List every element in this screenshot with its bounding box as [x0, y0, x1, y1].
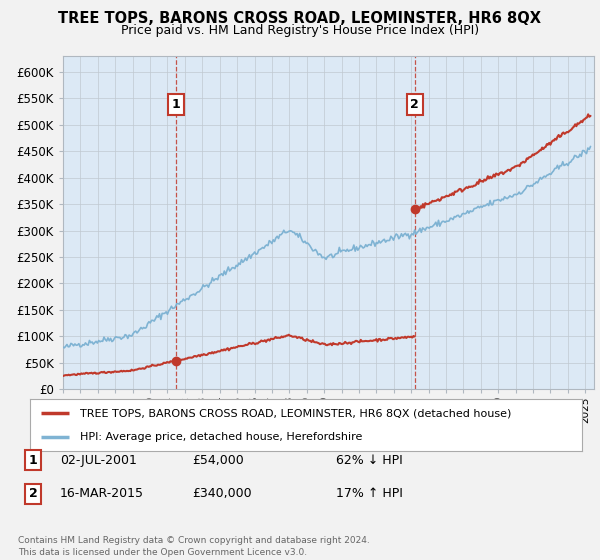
- Text: 2: 2: [410, 98, 419, 111]
- Text: TREE TOPS, BARONS CROSS ROAD, LEOMINSTER, HR6 8QX: TREE TOPS, BARONS CROSS ROAD, LEOMINSTER…: [59, 11, 542, 26]
- Text: £54,000: £54,000: [192, 454, 244, 467]
- Text: £340,000: £340,000: [192, 487, 251, 501]
- Text: 02-JUL-2001: 02-JUL-2001: [60, 454, 137, 467]
- Text: 62% ↓ HPI: 62% ↓ HPI: [336, 454, 403, 467]
- Text: TREE TOPS, BARONS CROSS ROAD, LEOMINSTER, HR6 8QX (detached house): TREE TOPS, BARONS CROSS ROAD, LEOMINSTER…: [80, 408, 511, 418]
- Text: HPI: Average price, detached house, Herefordshire: HPI: Average price, detached house, Here…: [80, 432, 362, 442]
- Text: Price paid vs. HM Land Registry's House Price Index (HPI): Price paid vs. HM Land Registry's House …: [121, 24, 479, 37]
- Text: Contains HM Land Registry data © Crown copyright and database right 2024.
This d: Contains HM Land Registry data © Crown c…: [18, 536, 370, 557]
- Text: 2: 2: [29, 487, 37, 501]
- Text: 1: 1: [29, 454, 37, 467]
- Text: 1: 1: [172, 98, 181, 111]
- Text: 16-MAR-2015: 16-MAR-2015: [60, 487, 144, 501]
- Text: 17% ↑ HPI: 17% ↑ HPI: [336, 487, 403, 501]
